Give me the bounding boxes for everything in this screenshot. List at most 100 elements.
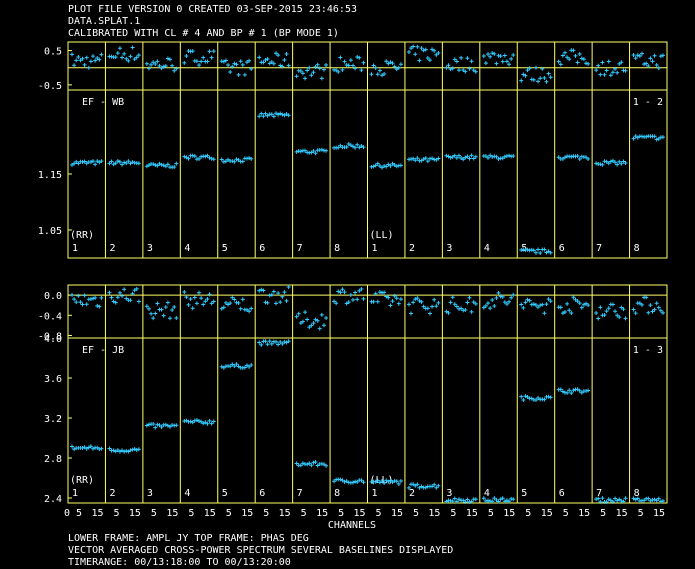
amplitude-point: [269, 341, 274, 346]
amplitude-point: [136, 447, 141, 452]
amplitude-point: [274, 339, 279, 344]
phase-point: [276, 291, 281, 296]
phase-point: [610, 70, 615, 75]
amplitude-point: [321, 462, 326, 467]
amplitude-point: [398, 478, 403, 483]
amplitude-point: [446, 154, 451, 159]
amplitude-point: [502, 154, 507, 159]
amplitude-point: [298, 149, 303, 154]
phase-point: [226, 62, 231, 67]
phase-point: [188, 296, 193, 301]
amplitude-point: [86, 445, 91, 450]
phase-point: [122, 51, 127, 56]
phase-point: [602, 313, 607, 318]
phase-point: [151, 316, 156, 321]
phase-point: [93, 295, 98, 300]
amplitude-point: [194, 418, 199, 423]
amplitude-point: [107, 446, 112, 451]
panel-number: 5: [222, 243, 228, 254]
panel-number: 2: [109, 488, 115, 499]
phase-point: [70, 52, 74, 57]
amplitude-point: [117, 449, 122, 454]
amplitude-point: [269, 112, 274, 117]
phase-point: [450, 66, 455, 71]
phase-point: [88, 59, 93, 64]
phase-point: [527, 66, 532, 71]
amplitude-point: [388, 478, 393, 483]
amplitude-point: [594, 161, 599, 166]
phase-point: [652, 307, 657, 312]
phase-point: [565, 301, 570, 306]
x-tick-label: 15: [166, 508, 178, 519]
phase-point: [456, 68, 461, 73]
panel-number: 3: [147, 243, 153, 254]
amplitude-point: [132, 446, 137, 451]
phase-point: [86, 65, 91, 70]
amplitude-y-tick-label: 1.05: [38, 226, 62, 237]
phase-point: [523, 73, 528, 78]
panel-number: 2: [409, 243, 415, 254]
amplitude-point: [113, 449, 118, 454]
phase-point: [502, 300, 507, 305]
x-tick-label: 15: [616, 508, 628, 519]
phase-point: [168, 57, 173, 62]
panel-number: 6: [259, 243, 265, 254]
phase-point: [80, 56, 85, 61]
phase-point: [639, 302, 644, 307]
amplitude-point: [577, 388, 582, 393]
phase-point: [342, 290, 347, 295]
phase-point: [540, 302, 545, 307]
phase-point: [388, 60, 393, 65]
amplitude-point: [575, 387, 580, 392]
amplitude-y-tick-label: 4.0: [44, 334, 62, 345]
amplitude-point: [542, 397, 547, 402]
phase-point: [342, 59, 347, 64]
phase-point: [421, 304, 426, 309]
amplitude-point: [621, 159, 626, 164]
amplitude-point: [546, 394, 551, 399]
phase-point: [194, 301, 199, 306]
amplitude-point: [382, 163, 387, 168]
amplitude-point: [234, 157, 239, 162]
amplitude-point: [271, 114, 276, 119]
phase-point: [536, 305, 541, 310]
phase-point: [319, 312, 324, 317]
phase-point: [263, 57, 268, 62]
chart-baseline-1-2: 0.5 -0.5 1.15 1.05 EF - WB 1 - 2 (RR) (LL) 1 2 3 4 5…: [38, 41, 668, 259]
phase-point: [144, 304, 149, 309]
phase-point: [76, 54, 81, 59]
phase-point: [529, 77, 534, 82]
amplitude-point: [311, 148, 316, 153]
phase-point: [236, 301, 241, 306]
amplitude-point: [606, 497, 611, 502]
phase-point: [170, 63, 175, 68]
phase-point: [286, 63, 291, 68]
phase-point: [278, 300, 283, 305]
phase-point: [604, 309, 609, 314]
amplitude-point: [434, 157, 439, 162]
phase-point: [656, 66, 661, 71]
phase-point: [631, 307, 636, 312]
phase-point: [274, 51, 279, 56]
amplitude-point: [315, 463, 320, 468]
x-tick-label: 5: [76, 508, 82, 519]
phase-point: [394, 67, 399, 72]
phase-point: [650, 59, 655, 64]
phase-point: [386, 295, 391, 300]
phase-point: [115, 51, 120, 56]
amplitude-point: [377, 480, 382, 485]
phase-point: [78, 58, 83, 63]
phase-point: [350, 63, 355, 68]
amplitude-point: [619, 161, 624, 166]
amplitude-point: [600, 496, 605, 501]
amplitude-point: [324, 463, 329, 468]
phase-point: [571, 295, 576, 300]
footer-line-2: VECTOR AVERAGED CROSS-POWER SPECTRUM SEV…: [68, 545, 453, 556]
phase-point: [93, 58, 98, 63]
phase-point: [411, 300, 416, 305]
amplitude-point: [392, 162, 397, 167]
panel-number: 8: [634, 243, 640, 254]
amplitude-point: [519, 394, 524, 399]
amplitude-point: [635, 496, 640, 501]
phase-point: [317, 326, 322, 331]
